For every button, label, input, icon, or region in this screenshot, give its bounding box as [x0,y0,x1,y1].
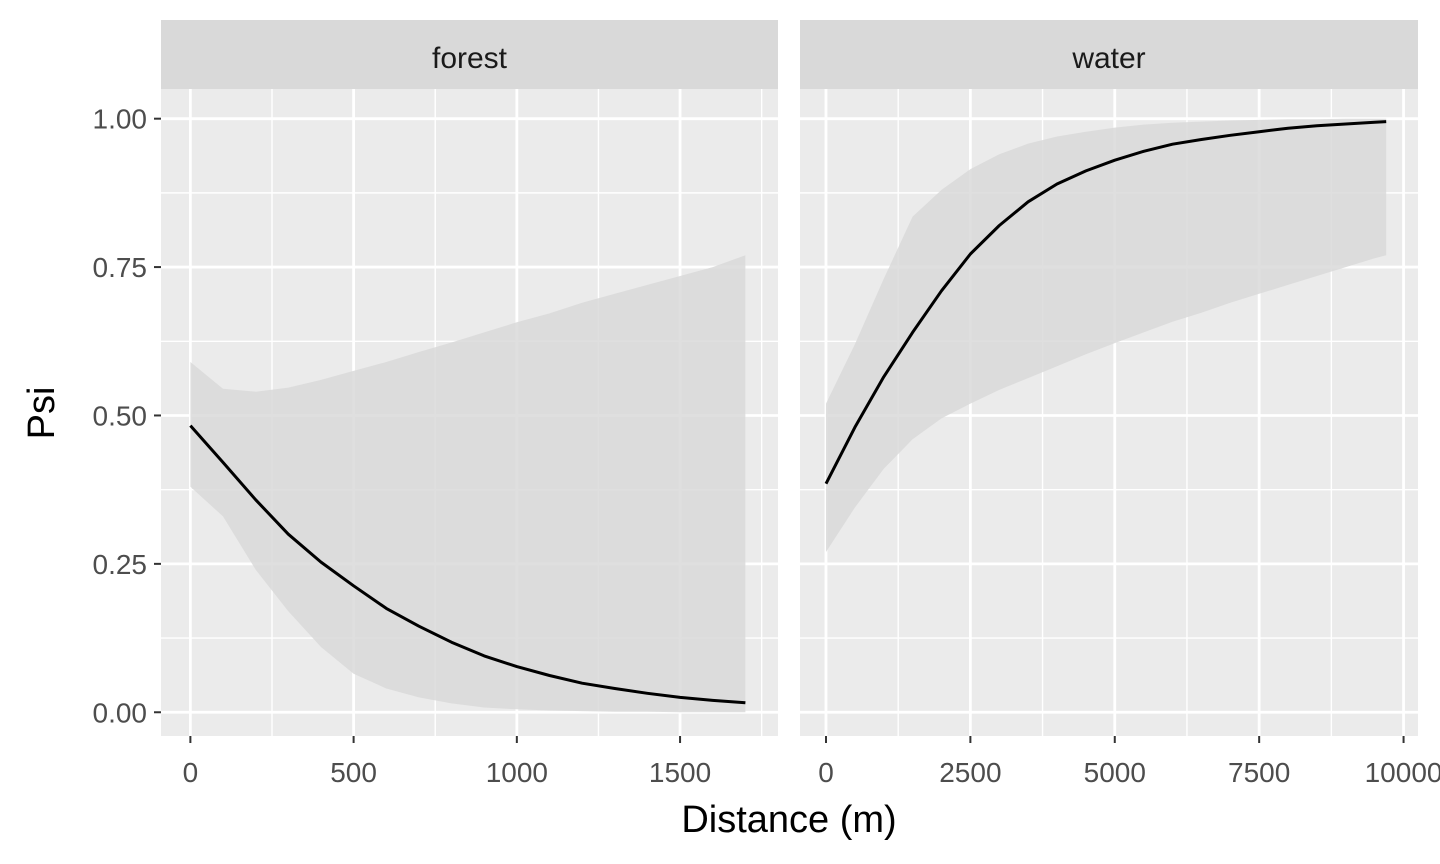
x-tick-label: 0 [818,757,834,788]
psi-line [824,120,1387,485]
panels-layer: forest 0 500 1000 1500 water 0 2500 5000 7500 1000… [161,20,1440,788]
y-tick-label: 1.00 [93,104,148,135]
panel-water: water 0 2500 5000 7500 10000 [800,20,1440,788]
x-tick-label: 1500 [649,757,711,788]
x-axis-title: Distance (m) [681,799,896,841]
y-tick-label: 0.25 [93,549,148,580]
strip-label: water [1071,42,1145,75]
x-tick-label: 1000 [486,757,548,788]
y-tick-label: 0.75 [93,252,148,283]
y-tick-label: 0.00 [93,697,148,728]
x-tick-label: 10000 [1365,757,1440,788]
x-tick-label: 500 [330,757,377,788]
confidence-ribbon [190,255,746,713]
confidence-ribbon [826,118,1387,552]
psi-line [189,424,746,705]
x-tick-label: 0 [183,757,199,788]
panel-forest: forest 0 500 1000 1500 [161,20,778,788]
x-tick-label: 5000 [1084,757,1146,788]
x-tick-label: 2500 [939,757,1001,788]
strip-label: forest [432,42,508,75]
y-axis-title: Psi [21,387,63,440]
y-tick-label: 0.50 [93,400,148,431]
y-axis: 0.00 0.25 0.50 0.75 1.00 [93,104,161,728]
strip-background [161,20,778,89]
strip-background [800,20,1418,89]
x-tick-label: 7500 [1228,757,1290,788]
